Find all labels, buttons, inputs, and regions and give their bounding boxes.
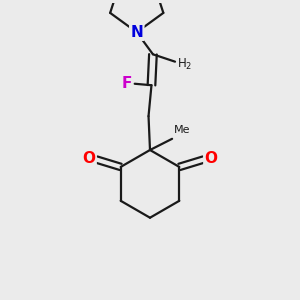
Text: O: O [83,151,96,166]
Text: N: N [130,25,143,40]
Text: F: F [121,76,132,91]
Text: Me: Me [174,125,190,135]
Text: H$_2$: H$_2$ [177,57,193,72]
Text: N: N [130,25,143,40]
Text: O: O [204,151,217,166]
